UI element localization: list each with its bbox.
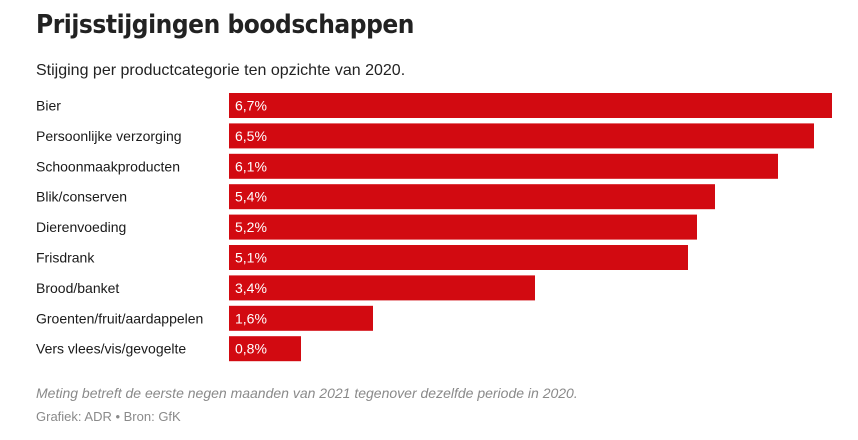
value-label: 0,8%	[235, 341, 267, 357]
bar-row: Bier 6,7%	[36, 93, 832, 118]
category-label: Groenten/fruit/aardappelen	[36, 310, 203, 326]
value-label: 6,7%	[235, 98, 267, 114]
bar-row: Persoonlijke verzorging 6,5%	[36, 123, 814, 149]
chart-credit: Grafiek: ADR • Bron: GfK	[36, 409, 181, 424]
category-label: Dierenvoeding	[36, 219, 126, 235]
category-label: Persoonlijke verzorging	[36, 128, 182, 144]
bar-row: Blik/conserven 5,4%	[36, 184, 715, 210]
category-label: Brood/banket	[36, 280, 119, 296]
bar-row: Groenten/fruit/aardappelen 1,6%	[36, 305, 373, 331]
category-label: Bier	[36, 98, 61, 114]
bar	[229, 123, 814, 149]
category-label: Frisdrank	[36, 250, 95, 266]
bar-row: Vers vlees/vis/gevogelte 0,8%	[36, 336, 301, 362]
bar-chart: Bier 6,7% Persoonlijke verzorging 6,5% Schoo…	[36, 93, 832, 362]
value-label: 6,1%	[235, 158, 267, 174]
bar	[229, 153, 778, 179]
bar	[229, 336, 301, 362]
value-label: 3,4%	[235, 280, 267, 296]
bar	[229, 214, 697, 240]
bar	[229, 184, 715, 210]
value-label: 6,5%	[235, 128, 267, 144]
bar	[229, 275, 535, 301]
category-label: Blik/conserven	[36, 189, 127, 205]
chart-subtitle: Stijging per productcategorie ten opzich…	[36, 62, 406, 79]
category-label: Vers vlees/vis/gevogelte	[36, 341, 186, 357]
value-label: 1,6%	[235, 310, 267, 326]
bar-row: Dierenvoeding 5,2%	[36, 214, 697, 240]
bar	[229, 93, 832, 118]
bar-row: Brood/banket 3,4%	[36, 275, 535, 301]
bar-row: Schoonmaakproducten 6,1%	[36, 153, 778, 179]
chart-footnote: Meting betreft de eerste negen maanden v…	[36, 385, 578, 401]
bar-row: Frisdrank 5,1%	[36, 245, 688, 270]
bar	[229, 305, 373, 331]
chart-title: Prijsstijgingen boodschappen	[36, 10, 415, 40]
value-label: 5,2%	[235, 219, 267, 235]
value-label: 5,4%	[235, 189, 267, 205]
category-label: Schoonmaakproducten	[36, 158, 180, 174]
value-label: 5,1%	[235, 250, 267, 266]
bar	[229, 245, 688, 270]
